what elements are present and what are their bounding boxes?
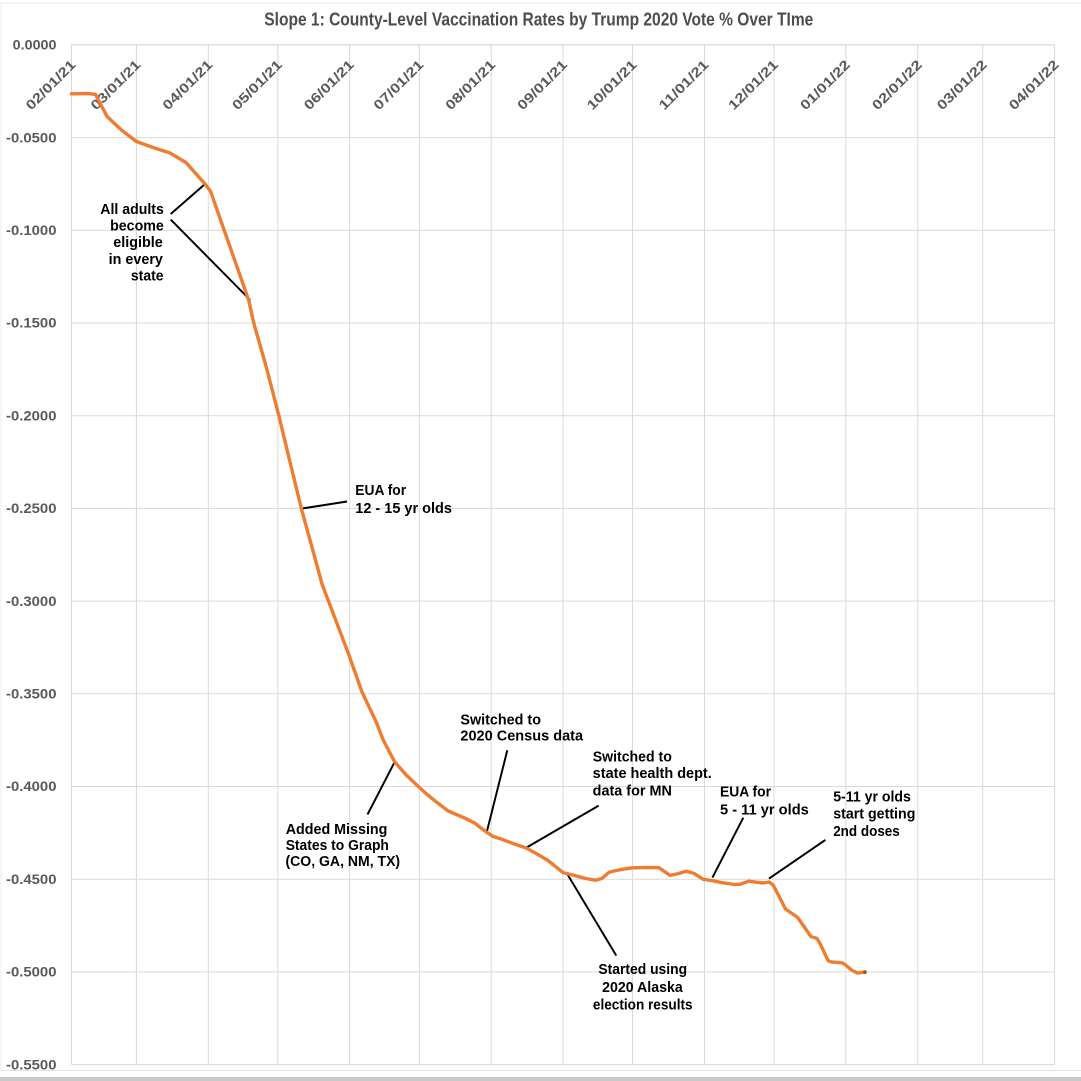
- svg-text:start getting: start getting: [833, 807, 915, 823]
- svg-text:States to Graph: States to Graph: [286, 838, 389, 854]
- svg-text:-0.1000: -0.1000: [6, 223, 57, 238]
- svg-text:Slope 1: County-Level Vaccinat: Slope 1: County-Level Vaccination Rates …: [264, 9, 813, 29]
- svg-text:state: state: [131, 269, 164, 285]
- svg-text:2020 Census data: 2020 Census data: [460, 729, 584, 745]
- svg-text:Switched to: Switched to: [593, 749, 672, 765]
- svg-text:-0.5500: -0.5500: [6, 1057, 57, 1072]
- svg-text:state health dept.: state health dept.: [593, 766, 712, 782]
- svg-text:EUA for: EUA for: [355, 483, 406, 499]
- svg-text:EUA for: EUA for: [720, 784, 771, 800]
- svg-text:election results: election results: [593, 997, 693, 1013]
- svg-text:data for MN: data for MN: [593, 784, 672, 800]
- svg-text:Started using: Started using: [598, 962, 687, 978]
- svg-text:Added Missing: Added Missing: [286, 822, 388, 838]
- svg-text:-0.3000: -0.3000: [6, 594, 57, 609]
- svg-text:5-11 yr olds: 5-11 yr olds: [833, 789, 911, 805]
- svg-text:-0.1500: -0.1500: [6, 316, 57, 331]
- svg-text:-0.4500: -0.4500: [6, 872, 57, 887]
- svg-text:-0.4000: -0.4000: [6, 779, 57, 794]
- svg-text:Switched to: Switched to: [460, 712, 541, 728]
- svg-text:0.0000: 0.0000: [13, 38, 57, 53]
- svg-text:12 - 15 yr olds: 12 - 15 yr olds: [355, 501, 452, 517]
- svg-text:-0.2500: -0.2500: [6, 501, 57, 516]
- svg-text:All adults: All adults: [100, 202, 164, 218]
- svg-text:5 - 11 yr olds: 5 - 11 yr olds: [720, 802, 809, 818]
- svg-text:eligible: eligible: [113, 235, 162, 251]
- svg-text:-0.2000: -0.2000: [6, 408, 57, 423]
- svg-text:-0.5000: -0.5000: [6, 965, 57, 980]
- svg-text:2020 Alaska: 2020 Alaska: [602, 980, 684, 996]
- svg-text:(CO, GA, NM, TX): (CO, GA, NM, TX): [286, 854, 401, 870]
- svg-text:-0.3500: -0.3500: [6, 687, 57, 702]
- svg-text:in every: in every: [109, 252, 163, 268]
- svg-text:become: become: [110, 219, 164, 235]
- svg-text:-0.0500: -0.0500: [6, 130, 57, 145]
- svg-text:2nd doses: 2nd doses: [833, 824, 900, 840]
